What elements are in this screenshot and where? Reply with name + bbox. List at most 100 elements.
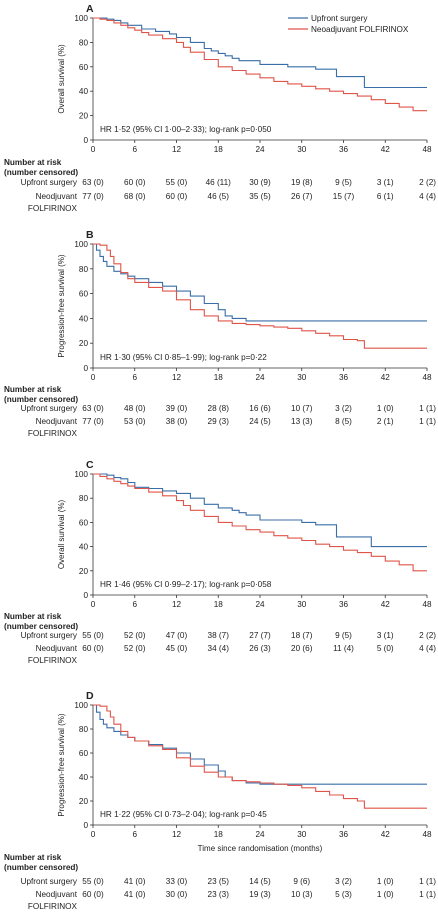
risk-cell-upfront: 47 (0) <box>166 631 188 640</box>
risk-cell-upfront: 27 (7) <box>249 631 271 640</box>
y-tick-label: 60 <box>79 518 89 527</box>
x-tick-label: 24 <box>255 600 265 609</box>
risk-cell-upfront: 2 (2) <box>419 631 436 640</box>
y-tick-label: 80 <box>79 725 89 734</box>
hazard-ratio-annotation: HR 1·52 (95% CI 1·00–2·33); log-rank p=0… <box>100 125 272 134</box>
x-tick-label: 6 <box>132 600 137 609</box>
y-tick-label: 100 <box>74 470 88 479</box>
risk-cell-upfront: 55 (0) <box>82 877 104 886</box>
x-tick-label: 0 <box>91 145 96 154</box>
risk-table-subheader: (number censored) <box>4 622 78 631</box>
legend-label-upfront: Upfront surgery <box>311 14 368 23</box>
x-tick-label: 12 <box>172 600 182 609</box>
legend: Upfront surgery Neoadjuvant FOLFIRINOX <box>288 14 409 34</box>
hazard-ratio-annotation: HR 1·30 (95% CI 0·85–1·99); log-rank p=0… <box>100 353 267 362</box>
risk-cell-neoadjuvant: 68 (0) <box>124 192 146 201</box>
risk-table-subheader: (number censored) <box>4 168 78 177</box>
risk-row-label-upfront: Upfront surgery <box>21 178 78 187</box>
x-tick-label: 24 <box>255 145 265 154</box>
x-tick-label: 12 <box>172 830 182 839</box>
risk-cell-upfront: 3 (1) <box>377 631 394 640</box>
risk-cell-upfront: 33 (0) <box>166 877 188 886</box>
risk-row-label-upfront: Upfront surgery <box>21 404 78 413</box>
risk-row-label-neoadjuvant: Neodjuvant <box>36 417 78 426</box>
risk-cell-upfront: 28 (8) <box>208 404 230 413</box>
y-tick-label: 20 <box>79 339 89 348</box>
y-tick-label: 0 <box>83 136 88 145</box>
risk-row-label-upfront: Upfront surgery <box>21 631 78 640</box>
x-tick-label: 30 <box>297 145 307 154</box>
x-tick-label: 0 <box>91 600 96 609</box>
risk-cell-neoadjuvant: 1 (1) <box>419 890 436 899</box>
y-tick-label: 100 <box>74 701 88 710</box>
y-tick-label: 40 <box>79 87 89 96</box>
y-tick-label: 60 <box>79 63 89 72</box>
series-line-neoadjuvant <box>93 243 427 349</box>
risk-table: Number at risk(number censored)Upfront s… <box>4 612 436 665</box>
risk-table-header: Number at risk <box>4 158 62 167</box>
risk-table-header: Number at risk <box>4 385 62 394</box>
x-tick-label: 6 <box>132 830 137 839</box>
risk-cell-upfront: 18 (7) <box>291 631 313 640</box>
x-tick-label: 42 <box>381 830 391 839</box>
risk-cell-neoadjuvant: 41 (0) <box>124 890 146 899</box>
y-axis-label: Progression-free survival (%) <box>57 254 66 357</box>
risk-cell-neoadjuvant: 19 (3) <box>249 890 271 899</box>
y-axis-label: Overall survival (%) <box>57 499 66 569</box>
y-tick-label: 100 <box>74 14 88 23</box>
risk-cell-neoadjuvant: 34 (4) <box>208 644 230 653</box>
x-tick-label: 30 <box>297 600 307 609</box>
panel-a: A 0 20 40 60 80 100 0 6 12 18 24 30 36 42 48 Overall sur… <box>4 3 436 213</box>
y-tick-label: 20 <box>79 567 89 576</box>
risk-cell-upfront: 1 (0) <box>377 877 394 886</box>
risk-cell-neoadjuvant: 77 (0) <box>82 417 104 426</box>
risk-cell-upfront: 9 (6) <box>293 877 310 886</box>
risk-cell-neoadjuvant: 8 (5) <box>335 417 352 426</box>
risk-cell-upfront: 1 (1) <box>419 877 436 886</box>
legend-label-neoadjuvant: Neoadjuvant FOLFIRINOX <box>311 25 409 34</box>
x-tick-label: 24 <box>255 373 265 382</box>
risk-cell-upfront: 19 (8) <box>291 178 313 187</box>
risk-row-label-neoadjuvant: Neodjuvant <box>36 890 78 899</box>
panel-label: D <box>86 690 94 702</box>
risk-table-subheader: (number censored) <box>4 863 78 872</box>
y-tick-label: 40 <box>79 314 89 323</box>
risk-row-label-neoadjuvant: Neodjuvant <box>36 644 78 653</box>
x-tick-label: 48 <box>422 145 432 154</box>
risk-cell-upfront: 63 (0) <box>82 404 104 413</box>
x-tick-label: 12 <box>172 145 182 154</box>
y-axis-label: Overall survival (%) <box>57 44 66 114</box>
risk-cell-upfront: 41 (0) <box>124 877 146 886</box>
x-tick-label: 6 <box>132 373 137 382</box>
risk-cell-upfront: 63 (0) <box>82 178 104 187</box>
series-line-upfront <box>93 243 427 322</box>
x-tick-label: 36 <box>339 145 349 154</box>
series-line-upfront <box>93 473 427 548</box>
risk-cell-upfront: 23 (5) <box>208 877 230 886</box>
risk-cell-neoadjuvant: 60 (0) <box>166 192 188 201</box>
risk-cell-neoadjuvant: 10 (3) <box>291 890 313 899</box>
x-tick-label: 18 <box>214 145 224 154</box>
risk-row-label-neoadjuvant-2: FOLFIRINOX <box>28 204 78 213</box>
x-tick-label: 36 <box>339 830 349 839</box>
risk-table: Number at risk(number censored)Upfront s… <box>4 158 436 213</box>
x-tick-label: 42 <box>381 373 391 382</box>
y-tick-label: 60 <box>79 290 89 299</box>
risk-cell-upfront: 30 (9) <box>249 178 271 187</box>
panel-label: C <box>86 459 94 471</box>
risk-cell-upfront: 55 (0) <box>82 631 104 640</box>
risk-cell-neoadjuvant: 6 (1) <box>377 192 394 201</box>
risk-cell-upfront: 14 (5) <box>249 877 271 886</box>
y-tick-label: 0 <box>83 821 88 830</box>
risk-cell-neoadjuvant: 77 (0) <box>82 192 104 201</box>
risk-cell-neoadjuvant: 35 (5) <box>249 192 271 201</box>
risk-cell-upfront: 9 (5) <box>335 631 352 640</box>
y-tick-label: 80 <box>79 265 89 274</box>
risk-cell-upfront: 60 (0) <box>124 178 146 187</box>
risk-cell-neoadjuvant: 1 (0) <box>377 890 394 899</box>
risk-cell-upfront: 52 (0) <box>124 631 146 640</box>
x-tick-label: 30 <box>297 830 307 839</box>
risk-cell-neoadjuvant: 15 (7) <box>333 192 355 201</box>
x-tick-label: 18 <box>214 830 224 839</box>
